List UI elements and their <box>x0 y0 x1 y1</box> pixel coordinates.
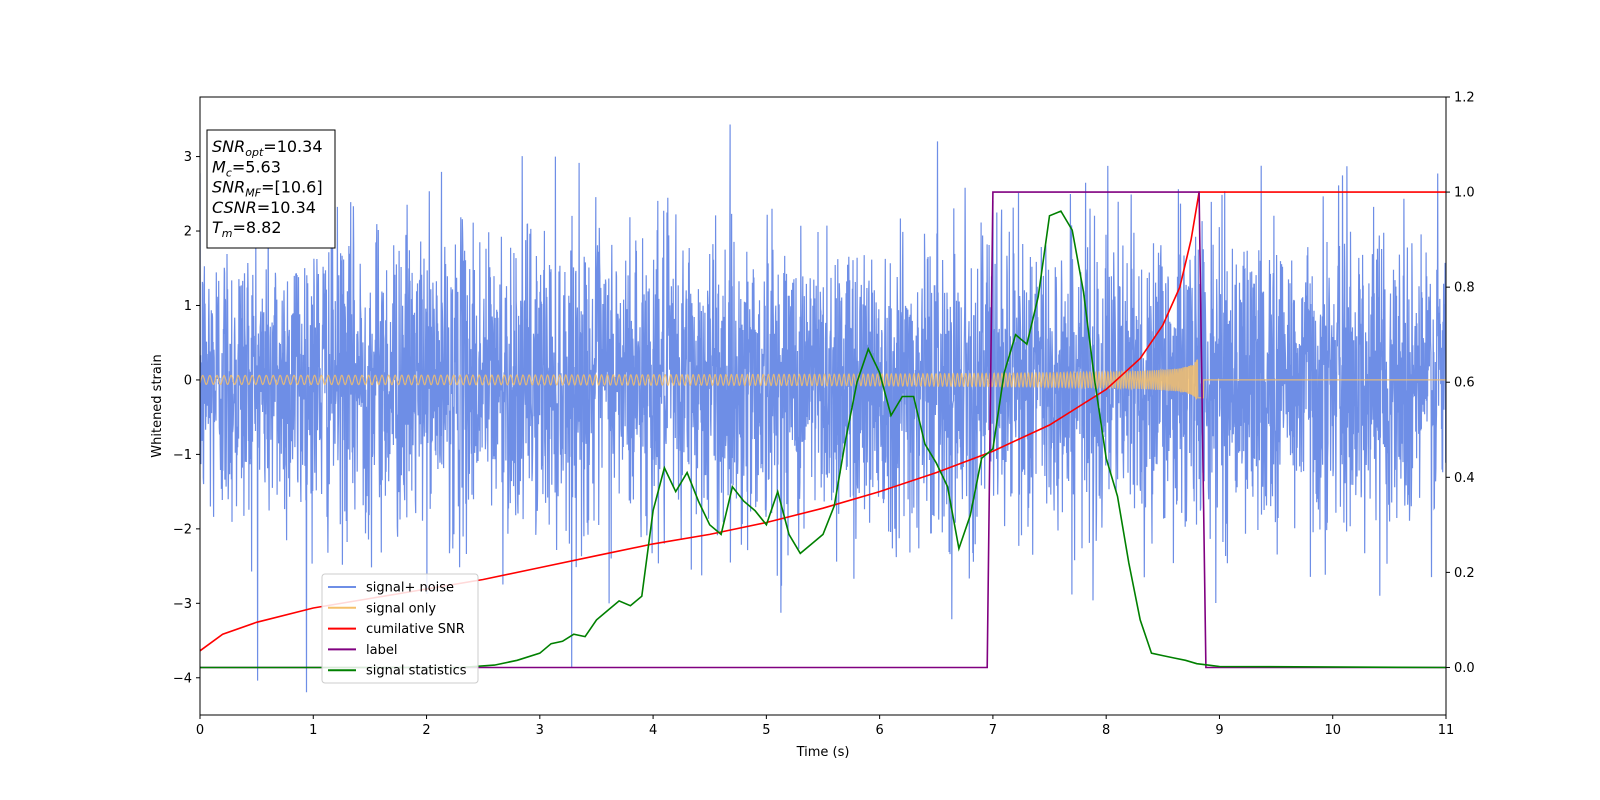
x-axis-label: Time (s) <box>796 745 850 760</box>
y-right-tick-label: 0.6 <box>1454 376 1475 391</box>
snr-info-box: SNRopt=10.34Mc=5.63SNRMF=[10.6]CSNR=10.3… <box>206 129 336 249</box>
y-tick-label: −3 <box>173 597 192 612</box>
series-signal-statistics <box>200 210 1446 669</box>
x-tick-label: 5 <box>762 723 770 738</box>
x-tick-label: 2 <box>422 723 430 738</box>
x-tick-label: 8 <box>1102 723 1110 738</box>
y-axis-label: Whitened strain <box>150 354 165 457</box>
legend-label: label <box>366 643 397 658</box>
legend-label: cumilative SNR <box>366 622 465 637</box>
x-tick-label: 6 <box>875 723 883 738</box>
y-right-tick-label: 0.8 <box>1454 281 1475 296</box>
info-line: Tm=8.82 <box>212 218 282 240</box>
series-signal-only <box>200 359 1446 400</box>
x-tick-label: 1 <box>309 723 317 738</box>
legend: signal+ noise signal only cumilative SNR la… <box>321 573 479 684</box>
info-line: CSNR=10.34 <box>212 198 316 217</box>
plot-frame <box>199 96 1447 716</box>
legend-frame <box>321 573 479 684</box>
x-tick-label: 7 <box>989 723 997 738</box>
y-right-tick-label: 0.2 <box>1454 566 1475 581</box>
y-right-tick-label: 0.0 <box>1454 661 1475 676</box>
y-tick-label: 2 <box>184 225 192 240</box>
series-label <box>200 191 1446 669</box>
x-tick-label: 9 <box>1215 723 1223 738</box>
legend-label: signal only <box>366 601 436 616</box>
info-box-frame <box>206 129 336 249</box>
x-tick-label: 11 <box>1438 723 1455 738</box>
axes-layer: 0 1 2 3 4 5 6 7 8 9 10 11 −4 −3 −2 −1 0 1 2 3 0.0 0.2 0.4 0.6 0.… <box>173 91 1475 739</box>
info-line: Mc=5.63 <box>212 157 281 179</box>
x-tick-label: 3 <box>536 723 544 738</box>
y-right-tick-label: 0.4 <box>1454 471 1475 486</box>
x-tick-label: 10 <box>1324 723 1341 738</box>
y-tick-label: 1 <box>184 299 192 314</box>
y-tick-label: 0 <box>184 373 192 388</box>
y-right-tick-label: 1.0 <box>1454 186 1475 201</box>
y-tick-label: −1 <box>173 448 192 463</box>
y-tick-label: 3 <box>184 150 192 165</box>
series-signal-noise <box>200 124 1446 693</box>
info-line: SNRopt=10.34 <box>212 137 323 159</box>
legend-label: signal+ noise <box>366 581 454 596</box>
x-tick-label: 4 <box>649 723 657 738</box>
legend-label: signal statistics <box>366 664 467 679</box>
y-tick-label: −4 <box>173 671 192 686</box>
info-line: SNRMF=[10.6] <box>212 178 323 200</box>
y-tick-label: −2 <box>173 522 192 537</box>
y-right-tick-label: 1.2 <box>1454 91 1475 106</box>
x-tick-label: 0 <box>196 723 204 738</box>
